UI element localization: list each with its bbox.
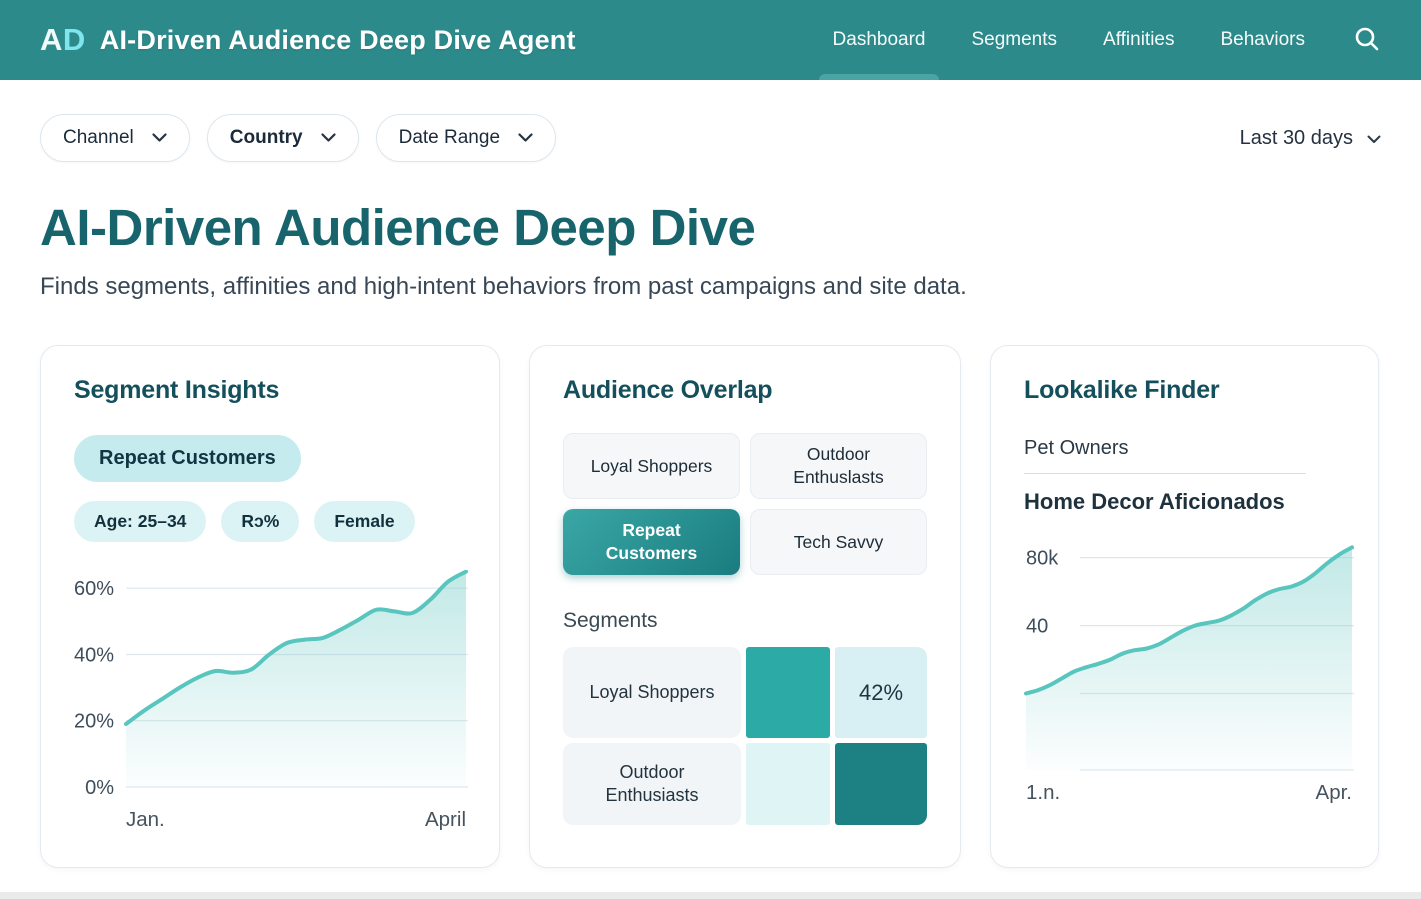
nav-segments[interactable]: Segments — [971, 29, 1058, 50]
segment-trend-chart: 60% 40% 20% 0% Jan. April — [74, 570, 468, 832]
overlap-chip-tech-savvy[interactable]: Tech Savvy — [750, 509, 927, 575]
card-lookalike-finder: Lookalike Finder Pet Owners Home Decor A… — [990, 345, 1379, 868]
chevron-down-icon — [152, 127, 167, 149]
matrix-row-label: Outdoor Enthusiasts — [563, 743, 741, 825]
svg-text:1.n.: 1.n. — [1026, 781, 1060, 804]
page-subtitle: Finds segments, affinities and high-inte… — [40, 273, 967, 300]
card-audience-overlap: Audience Overlap Loyal Shoppers Outdoor … — [529, 345, 961, 868]
card-title-lookalike-finder: Lookalike Finder — [1024, 376, 1220, 404]
segment-chip-repeat-customers[interactable]: Repeat Customers — [74, 435, 301, 482]
nav-affinities[interactable]: Affinities — [1103, 29, 1175, 50]
svg-text:April: April — [425, 808, 466, 831]
card-title-audience-overlap: Audience Overlap — [563, 376, 773, 404]
filter-date-range-label: Date Range — [398, 127, 501, 148]
divider — [1024, 473, 1307, 474]
nav-dashboard[interactable]: Dashboard — [818, 0, 940, 80]
bottom-strip — [0, 892, 1421, 899]
overlap-matrix: Loyal Shoppers 42% Outdoor Enthusiasts — [563, 647, 927, 825]
segment-tag-row: Age: 25–34 Rɔ% Female — [74, 501, 466, 542]
overlap-chip-outdoor-enthusiasts[interactable]: Outdoor Enthuslasts — [750, 433, 927, 499]
search-icon — [1353, 25, 1381, 56]
main-nav: Dashboard Segments Affinities Behaviors — [818, 0, 1306, 80]
matrix-row-label: Loyal Shoppers — [563, 647, 741, 738]
date-range-value: Last 30 days — [1239, 126, 1353, 149]
tag-age[interactable]: Age: 25–34 — [74, 501, 207, 542]
logo-letter-d: D — [62, 22, 86, 57]
overlap-chip-repeat-customers[interactable]: Repeat Customers — [563, 509, 740, 575]
filter-country-dropdown[interactable]: Country — [206, 114, 359, 162]
filter-country-label: Country — [229, 127, 303, 148]
matrix-cell — [835, 743, 927, 825]
matrix-cell — [746, 743, 830, 825]
nav-behaviors[interactable]: Behaviors — [1220, 29, 1306, 50]
matrix-cell — [746, 647, 830, 738]
seed-audience-pet-owners[interactable]: Pet Owners — [1024, 437, 1129, 459]
matrix-row-loyal-shoppers: Loyal Shoppers 42% — [563, 647, 927, 738]
tag-gender[interactable]: Female — [314, 501, 415, 542]
chevron-down-icon — [321, 127, 336, 149]
date-range-selector[interactable]: Last 30 days — [1240, 127, 1381, 150]
matrix-row-outdoor-enthusiasts: Outdoor Enthusiasts — [563, 743, 927, 825]
svg-text:60%: 60% — [74, 578, 114, 600]
svg-text:80k: 80k — [1026, 548, 1059, 570]
chevron-down-icon — [518, 127, 533, 149]
app-logo: AD — [40, 22, 86, 58]
search-button[interactable] — [1353, 25, 1381, 56]
overlap-chip-grid: Loyal Shoppers Outdoor Enthuslasts Repea… — [563, 433, 927, 575]
tag-percent[interactable]: Rɔ% — [221, 501, 300, 542]
svg-text:40%: 40% — [74, 645, 114, 667]
svg-text:40: 40 — [1026, 616, 1048, 638]
matrix-cell-42pct: 42% — [835, 647, 927, 738]
logo-letter-a: A — [40, 22, 63, 57]
svg-text:20%: 20% — [74, 711, 114, 733]
page-title: AI-Driven Audience Deep Dive — [40, 199, 756, 256]
app-title: AI-Driven Audience Deep Dive Agent — [99, 24, 576, 55]
chevron-down-icon — [1367, 127, 1381, 150]
overlap-chip-loyal-shoppers[interactable]: Loyal Shoppers — [563, 433, 740, 499]
card-title-segment-insights: Segment Insights — [74, 376, 280, 404]
segments-section-label: Segments — [563, 609, 658, 632]
card-segment-insights: Segment Insights Repeat Customers Age: 2… — [40, 345, 500, 868]
lookalike-audience-home-decor[interactable]: Home Decor Aficionados — [1024, 489, 1285, 514]
filter-date-range-dropdown[interactable]: Date Range — [375, 114, 557, 162]
filter-channel-dropdown[interactable]: Channel — [40, 114, 190, 162]
lookalike-growth-chart: 80k 40 1.n. Apr. — [1024, 543, 1354, 805]
svg-text:Apr.: Apr. — [1316, 781, 1352, 804]
filter-bar: Channel Country Date Range Last 30 days — [40, 114, 1381, 162]
app-header: AD AI-Driven Audience Deep Dive Agent Da… — [0, 0, 1421, 80]
svg-text:0%: 0% — [85, 777, 114, 799]
cards-grid: Segment Insights Repeat Customers Age: 2… — [40, 345, 1381, 868]
filter-channel-label: Channel — [63, 127, 134, 148]
svg-text:Jan.: Jan. — [126, 808, 165, 831]
